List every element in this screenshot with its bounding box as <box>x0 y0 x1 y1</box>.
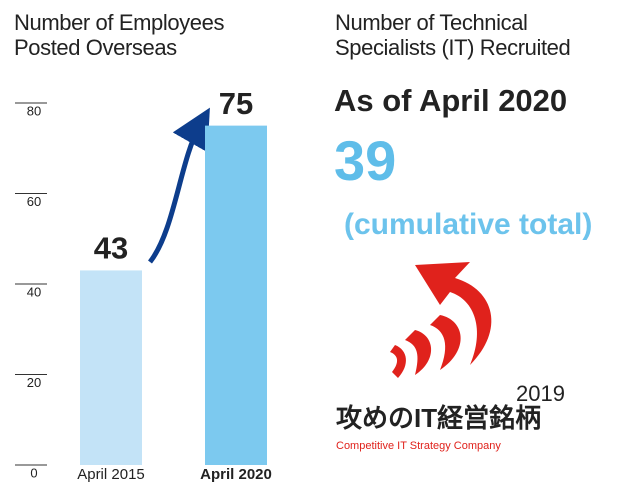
panel-date: As of April 2020 <box>334 83 567 118</box>
panel-title: Number of Technical Specialists (IT) Rec… <box>335 10 571 60</box>
value-label: 43 <box>94 231 128 266</box>
panel-note: (cumulative total) <box>344 208 592 241</box>
y-tick-label: 80 <box>27 103 41 118</box>
logo-mark <box>390 262 492 378</box>
logo-subtitle: Competitive IT Strategy Company <box>336 440 501 452</box>
value-label: 75 <box>219 86 253 121</box>
y-tick-label: 0 <box>30 465 37 480</box>
growth-arrow <box>148 107 210 264</box>
logo-year: 2019 <box>516 381 565 406</box>
y-tick-label: 60 <box>27 194 41 209</box>
x-tick-label: April 2015 <box>77 466 145 483</box>
y-tick-label: 40 <box>27 284 41 299</box>
chart-title: Number of Employees Posted Overseas <box>14 10 225 60</box>
y-tick-label: 20 <box>27 375 41 390</box>
panel-value: 39 <box>334 129 396 192</box>
bar <box>205 125 267 465</box>
logo-name: 攻めのIT経営銘柄 <box>336 403 541 433</box>
x-tick-label: April 2020 <box>200 466 272 483</box>
bar <box>80 270 142 465</box>
